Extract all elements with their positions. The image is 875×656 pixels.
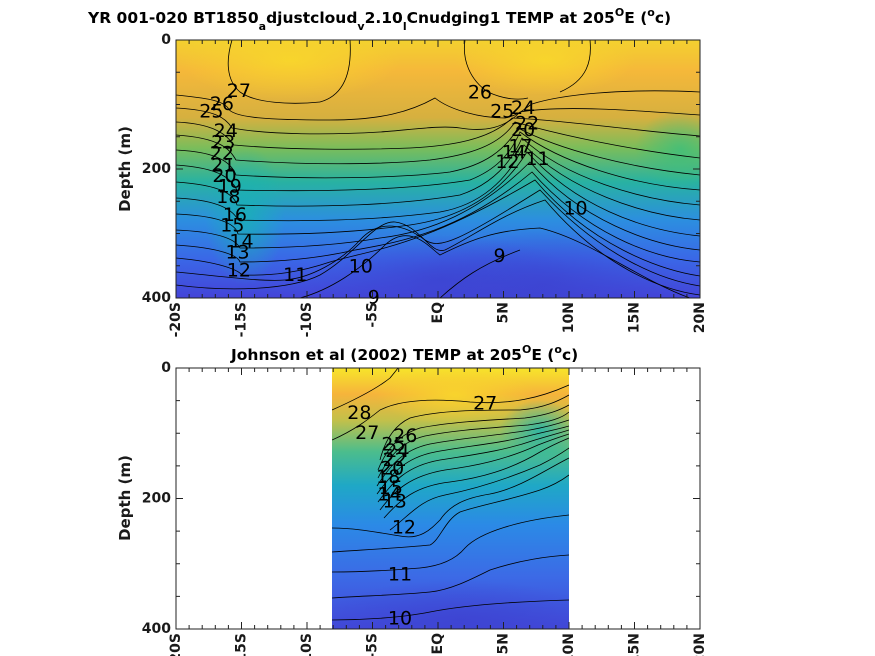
top-x-tick-label: -10S xyxy=(299,302,315,337)
top-contour-label: 15 xyxy=(220,214,244,236)
top-panel: YR 001-020 BT1850adjustcloudv2.10lCnudgi… xyxy=(87,6,708,337)
top-contour-label: 27 xyxy=(227,80,251,102)
top-y-tick-label: 400 xyxy=(142,290,171,306)
bottom-contour-label: 28 xyxy=(347,402,371,424)
top-title: YR 001-020 BT1850adjustcloudv2.10lCnudgi… xyxy=(87,6,671,33)
top-contour-label: 17 xyxy=(508,136,532,158)
bottom-x-tick-label: -5S xyxy=(365,633,381,656)
bottom-panel: Johnson et al (2002) TEMP at 205OE (oc) xyxy=(116,343,708,656)
top-contour-label: 14 xyxy=(229,230,253,252)
top-y-axis-label: Depth (m) xyxy=(116,126,134,212)
top-contour-label: 23 xyxy=(211,132,235,154)
bottom-contour-label: 14 xyxy=(377,484,401,506)
top-contour-lines xyxy=(176,40,700,298)
bottom-x-tick-label: -20S xyxy=(168,633,184,656)
bottom-y-axis: 0 200 400 xyxy=(142,360,700,637)
bottom-contour-label: 13 xyxy=(383,490,407,512)
bottom-temperature-field xyxy=(332,368,569,629)
bottom-x-tick-label: 10N xyxy=(561,633,577,656)
bottom-contour-label: 25 xyxy=(381,433,405,455)
top-x-tick-label: -20S xyxy=(168,302,184,337)
bottom-y-tick-label: 0 xyxy=(161,360,171,376)
top-contour-label: 14 xyxy=(502,141,526,163)
bottom-contour-label: 27 xyxy=(355,422,379,444)
bottom-contour-label: 22 xyxy=(383,449,407,471)
bottom-y-tick-label: 200 xyxy=(142,491,171,507)
top-x-tick-label: 10N xyxy=(561,302,577,333)
top-contour-label: 22 xyxy=(210,143,234,165)
top-contour-label: 25 xyxy=(490,101,514,123)
bottom-x-tick-label: -15S xyxy=(234,633,250,656)
top-y-tick-label: 200 xyxy=(142,161,171,177)
bottom-x-axis: -20S -15S -10S -5S EQ 5N 10N 15N 20N xyxy=(168,368,708,656)
bottom-contour-label: 15 xyxy=(379,477,403,499)
top-contour-label: 25 xyxy=(199,101,223,123)
top-contour-label: 11 xyxy=(283,264,307,286)
bottom-contour-label: 24 xyxy=(385,440,409,462)
top-y-tick-label: 0 xyxy=(161,32,171,48)
bottom-x-tick-label: 20N xyxy=(692,633,708,656)
bottom-contour-label: 26 xyxy=(393,425,417,447)
bottom-x-tick-label: 5N xyxy=(496,633,512,654)
top-contour-label: 26 xyxy=(210,93,234,115)
bottom-contour-label: 18 xyxy=(376,466,400,488)
top-contour-label: 16 xyxy=(223,204,247,226)
top-contour-label: 24 xyxy=(511,97,535,119)
top-x-tick-label: 20N xyxy=(692,302,708,333)
bottom-y-tick-label: 400 xyxy=(142,621,171,637)
bottom-contour-label: 11 xyxy=(388,563,412,585)
top-x-tick-label: 15N xyxy=(627,302,643,333)
top-contour-label: 20 xyxy=(511,119,535,141)
top-contour-label: 12 xyxy=(227,259,251,281)
top-contour-label: 10 xyxy=(349,256,373,278)
top-contour-label: 18 xyxy=(216,186,240,208)
bottom-contour-label: 20 xyxy=(380,458,404,480)
top-contour-label: 22 xyxy=(515,112,539,134)
top-contour-label: 13 xyxy=(225,241,249,263)
top-x-axis: -20S -15S -10S -5S EQ 5N 10N 15N 20N xyxy=(168,40,708,337)
top-x-tick-label: -15S xyxy=(234,302,250,337)
bottom-x-tick-label: -10S xyxy=(299,633,315,656)
bottom-contour-label: 27 xyxy=(473,392,497,414)
top-x-tick-label: 5N xyxy=(496,302,512,323)
bottom-contour-lines xyxy=(332,368,569,621)
top-contour-label: 10 xyxy=(563,197,587,219)
top-x-tick-label: -5S xyxy=(365,302,381,328)
top-contour-label: 9 xyxy=(368,287,380,309)
bottom-contour-label: 10 xyxy=(388,608,412,630)
top-contour-label: 9 xyxy=(494,245,506,267)
top-contour-label: 24 xyxy=(214,120,238,142)
top-contour-label: 19 xyxy=(218,176,242,198)
top-x-tick-label: EQ xyxy=(430,302,446,324)
top-contour-label: 21 xyxy=(211,154,235,176)
top-temperature-field xyxy=(176,40,700,298)
bottom-title: Johnson et al (2002) TEMP at 205OE (oc) xyxy=(230,343,578,364)
top-y-axis: 0 200 400 xyxy=(142,32,700,306)
bottom-contour-label: 12 xyxy=(392,516,416,538)
top-contour-label: 11 xyxy=(525,148,549,170)
bottom-y-axis-label: Depth (m) xyxy=(116,455,134,541)
top-contour-label: 26 xyxy=(468,81,492,103)
top-contour-label: 20 xyxy=(212,165,236,187)
top-contour-label: 12 xyxy=(495,151,519,173)
bottom-x-tick-label: EQ xyxy=(430,633,446,655)
bottom-x-tick-label: 15N xyxy=(627,633,643,656)
